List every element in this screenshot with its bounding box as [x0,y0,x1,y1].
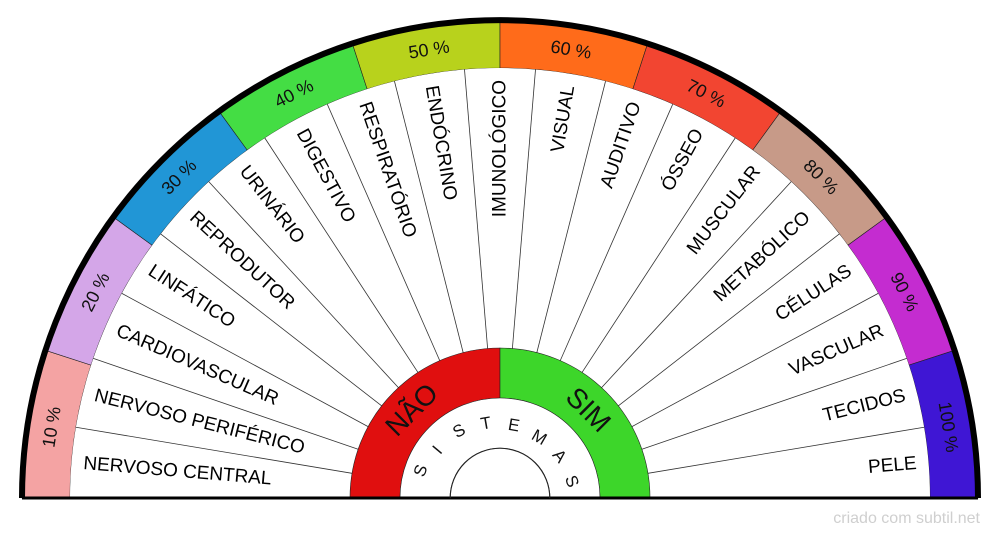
systems-background [70,68,930,498]
outer-arc [19,17,981,499]
chart-frame [19,17,981,500]
sector-divider [75,426,353,474]
sector-divider [121,292,369,427]
sector-divider [618,233,840,407]
sector-divider [647,426,925,474]
answer-ring: NÃO SIM [349,347,651,499]
sector-divider [511,69,536,349]
sector-divider [394,81,464,353]
system-label: PELE [867,453,917,478]
system-label: IMUNOLÓGICO [489,80,511,217]
sector-divider [601,181,792,388]
sector-divider [93,358,359,450]
sector-divider [559,104,674,361]
footer-credit: criado com subtil.net [833,510,980,527]
center-letter: E [507,415,521,436]
sector-divider [326,104,441,361]
sector-divider [464,69,489,349]
center-letter: T [479,413,493,434]
center-hole [449,447,551,499]
percent-ring: 10 %20 %30 %40 %50 % 60 %70 %80 %90 %100 … [21,19,979,499]
sector-divider [631,292,879,427]
sector-divider [641,358,907,450]
sector-divider [536,81,606,353]
sector-divider [264,137,419,373]
sector-divider [208,181,399,388]
sector-divider [160,233,382,407]
sector-divider [581,137,736,373]
